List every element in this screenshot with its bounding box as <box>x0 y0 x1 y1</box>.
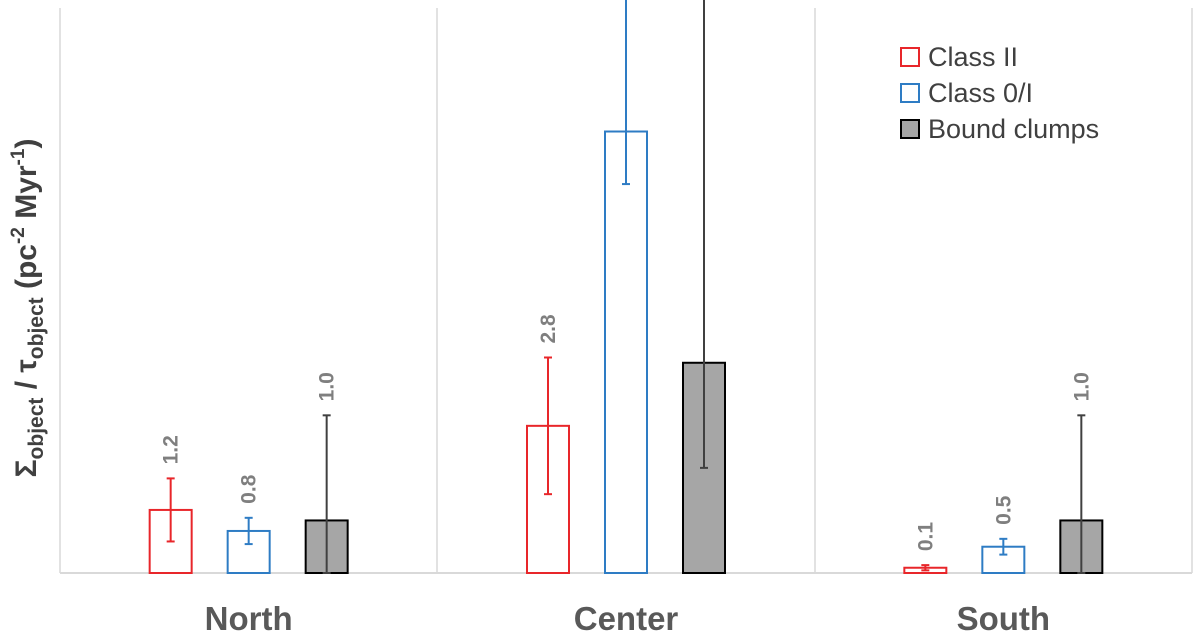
error-bar-bound-clumps-north <box>322 414 331 574</box>
y-axis-label: Σobject / τobject (pc-2 Myr-1) <box>8 139 48 478</box>
y-label-unit-superscript-1: -2 <box>8 227 29 244</box>
legend-item-bound-clumps: Bound clumps <box>900 114 1099 144</box>
category-label-south: South <box>957 600 1050 637</box>
legend-item-class-ii: Class II <box>900 42 1018 72</box>
y-label-slash: / <box>10 373 43 398</box>
data-label-class-0-i-north: 0.8 <box>238 474 261 504</box>
legend-swatch-bound-clumps <box>900 119 920 139</box>
y-label-unit-superscript-2: -1 <box>8 148 29 165</box>
y-label-sigma-subscript: object <box>25 398 48 460</box>
error-bar-class-0-i-center <box>622 0 630 186</box>
legend: Class II Class 0/I Bound clumps <box>900 42 1099 144</box>
legend-item-class-0-i: Class 0/I <box>900 78 1033 108</box>
data-label-bound-clumps-south: 1.0 <box>1070 372 1093 401</box>
y-label-tau: τ <box>10 359 43 372</box>
legend-swatch-class-ii <box>900 47 920 67</box>
y-label-unit-myr: Myr <box>10 165 43 227</box>
data-label-bound-clumps-north: 1.0 <box>316 372 339 401</box>
legend-label-class-ii: Class II <box>928 42 1018 72</box>
y-label-unit-open: (pc <box>10 244 43 297</box>
data-label-class-ii-south: 0.1 <box>914 522 937 552</box>
error-bar-class-ii-north <box>166 477 175 543</box>
data-label-class-0-i-south: 0.5 <box>992 495 1015 525</box>
category-labels: North Center South <box>205 600 1050 637</box>
data-label-class-ii-north: 1.2 <box>160 435 183 464</box>
error-bar-class-ii-center <box>544 356 552 496</box>
error-bar-bound-clumps-south <box>1077 414 1086 574</box>
bars-layer: 1.20.81.02.88.44.00.10.51.0 <box>148 0 1104 575</box>
error-bar-class-0-i-north <box>244 516 253 546</box>
category-label-north: North <box>205 600 293 637</box>
y-label-sigma: Σ <box>10 459 43 477</box>
error-bar-class-ii-south <box>921 564 930 572</box>
category-label-center: Center <box>574 600 679 637</box>
y-label-unit-close: ) <box>10 139 43 149</box>
bar-class-0-i-center <box>604 130 648 574</box>
legend-label-bound-clumps: Bound clumps <box>928 114 1099 144</box>
bar-class-0-i-north <box>226 529 271 575</box>
y-label-tau-subscript: object <box>25 297 48 359</box>
legend-label-class-0-i: Class 0/I <box>928 78 1033 108</box>
error-bar-class-0-i-south <box>999 537 1008 556</box>
error-bar-bound-clumps-center <box>700 0 708 469</box>
legend-swatch-class-0-i <box>900 83 920 103</box>
data-label-class-ii-center: 2.8 <box>537 314 560 344</box>
